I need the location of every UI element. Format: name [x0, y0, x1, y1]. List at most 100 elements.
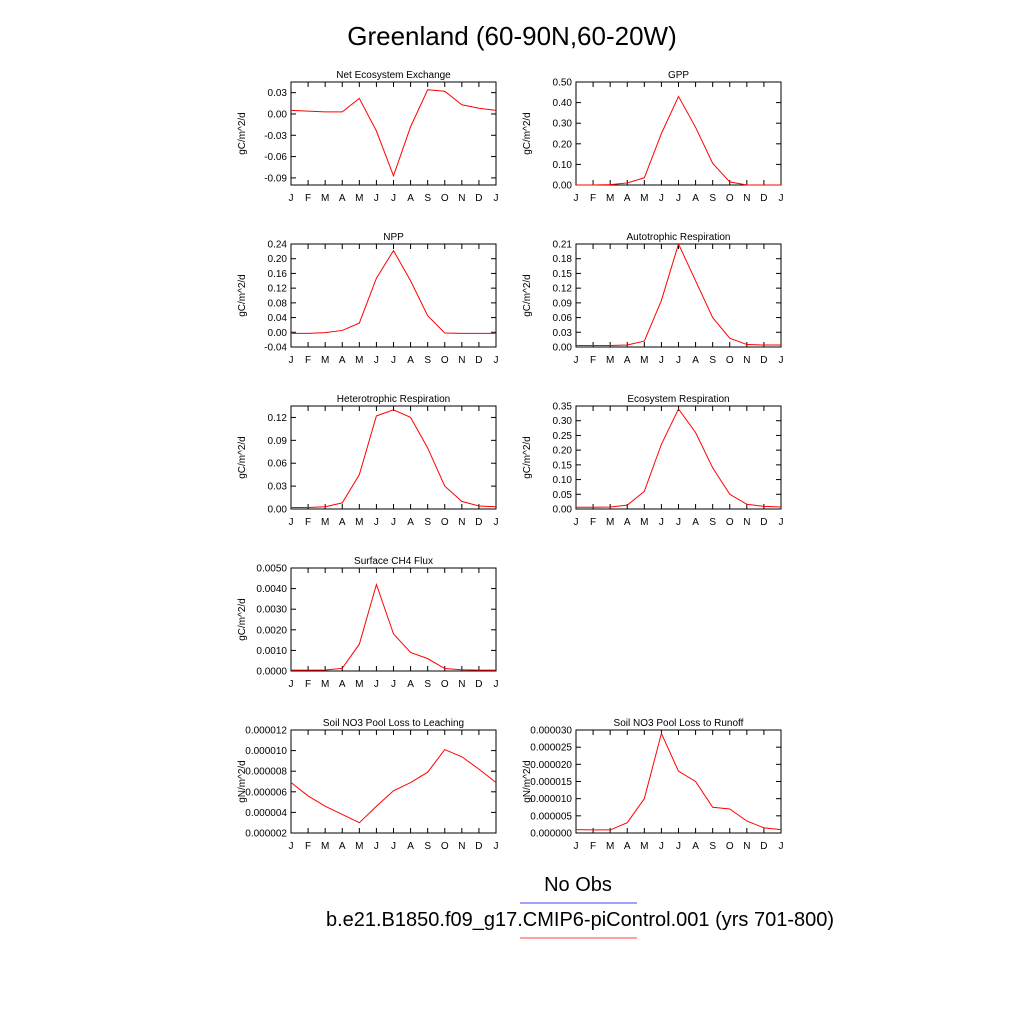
y-tick-label: 0.000010	[530, 794, 572, 805]
month-label: M	[355, 841, 363, 852]
month-label: J	[391, 193, 396, 204]
y-tick-label: 0.0020	[256, 625, 287, 636]
y-tick-label: 0.000012	[245, 726, 287, 737]
y-tick-label: 0.000015	[530, 777, 572, 788]
series-line	[576, 407, 782, 508]
y-tick-label: 0.18	[553, 254, 573, 265]
plot-frame	[290, 405, 497, 510]
y-tick-label: 0.24	[268, 240, 288, 251]
month-label: D	[760, 355, 767, 366]
month-label: D	[760, 517, 767, 528]
y-tick-label: 0.12	[268, 413, 288, 424]
y-tick-label: 0.000000	[530, 829, 572, 840]
y-axis-label: gC/m^2/d	[522, 112, 533, 155]
month-label: J	[374, 355, 379, 366]
month-label: J	[494, 679, 499, 690]
month-label: N	[458, 355, 465, 366]
month-label: D	[475, 517, 482, 528]
y-tick-label: 0.20	[553, 446, 573, 457]
month-label: S	[424, 517, 431, 528]
month-label: A	[339, 193, 346, 204]
y-tick-label: 0.00	[268, 109, 288, 120]
month-label: J	[779, 193, 784, 204]
month-label: A	[407, 355, 414, 366]
panel-title: Autotrophic Respiration	[627, 232, 731, 243]
y-tick-label: -0.03	[264, 131, 287, 142]
month-label: N	[743, 841, 750, 852]
month-label: M	[640, 193, 648, 204]
month-label: F	[590, 355, 596, 366]
month-label: S	[424, 679, 431, 690]
y-axis-label: gC/m^2/d	[237, 112, 248, 155]
y-tick-label: 0.20	[553, 139, 573, 150]
month-label: N	[458, 517, 465, 528]
legend: No Obs b.e21.B1850.f09_g17.CMIP6-piContr…	[326, 874, 834, 939]
y-tick-label: 0.25	[553, 431, 573, 442]
y-tick-label: 0.06	[268, 459, 288, 470]
y-tick-label: 0.12	[268, 284, 288, 295]
month-label: O	[726, 517, 734, 528]
month-label: S	[709, 193, 716, 204]
month-label: M	[355, 193, 363, 204]
month-label: A	[692, 517, 699, 528]
month-label: M	[321, 841, 329, 852]
panel-autotrophic-respiration: Autotrophic Respiration 0.00 0.03 0.06 0.09 0…	[522, 232, 784, 366]
plot-frame	[575, 729, 782, 834]
month-label: J	[574, 193, 579, 204]
y-tick-label: 0.000002	[245, 829, 287, 840]
month-label: O	[726, 841, 734, 852]
legend-case-label: b.e21.B1850.f09_g17.CMIP6-piControl.001 …	[326, 909, 834, 931]
month-label: J	[374, 517, 379, 528]
y-tick-label: 0.12	[553, 284, 573, 295]
month-label: M	[606, 355, 614, 366]
month-label: J	[676, 517, 681, 528]
panel-title: Soil NO3 Pool Loss to Leaching	[323, 718, 464, 729]
month-label: O	[441, 841, 449, 852]
month-label: F	[305, 517, 311, 528]
y-axis-label: gN/m^2/d	[522, 760, 533, 803]
y-tick-label: 0.00	[553, 505, 573, 516]
panels-group: Net Ecosystem Exchange 0.03 0.00 -0.03 -0.06…	[237, 70, 784, 852]
month-label: J	[391, 679, 396, 690]
y-tick-label: 0.000025	[530, 743, 572, 754]
month-label: J	[494, 841, 499, 852]
y-tick-label: 0.000010	[245, 746, 287, 757]
month-label: A	[339, 841, 346, 852]
month-label: S	[424, 193, 431, 204]
legend-obs-label: No Obs	[544, 874, 612, 896]
y-axis-label: gC/m^2/d	[237, 436, 248, 479]
month-label: J	[391, 841, 396, 852]
series-line	[576, 242, 781, 347]
month-label: S	[709, 841, 716, 852]
y-tick-label: 0.00	[268, 505, 288, 516]
y-tick-label: -0.06	[264, 152, 287, 163]
y-tick-label: 0.10	[553, 160, 573, 171]
panel-net-ecosystem-exchange: Net Ecosystem Exchange 0.03 0.00 -0.03 -0.06…	[237, 70, 499, 204]
month-label: J	[289, 517, 294, 528]
month-label: F	[590, 193, 596, 204]
month-label: J	[659, 517, 664, 528]
y-tick-label: 0.00	[268, 328, 288, 339]
month-label: A	[624, 517, 631, 528]
y-tick-label: 0.0040	[256, 584, 287, 595]
month-label: A	[407, 517, 414, 528]
month-label: A	[407, 841, 414, 852]
y-tick-label: 0.04	[268, 313, 288, 324]
y-tick-label: 0.00	[553, 181, 573, 192]
month-label: M	[321, 355, 329, 366]
month-label: M	[640, 355, 648, 366]
month-label: D	[475, 679, 482, 690]
month-label: J	[494, 517, 499, 528]
month-label: J	[574, 517, 579, 528]
y-tick-label: 0.0030	[256, 605, 287, 616]
month-label: M	[640, 517, 648, 528]
y-axis-label: gN/m^2/d	[237, 760, 248, 803]
plot-frame	[575, 243, 782, 348]
month-label: M	[321, 193, 329, 204]
month-label: J	[374, 679, 379, 690]
month-label: J	[779, 517, 784, 528]
month-label: M	[321, 679, 329, 690]
month-label: J	[779, 355, 784, 366]
month-label: D	[760, 841, 767, 852]
